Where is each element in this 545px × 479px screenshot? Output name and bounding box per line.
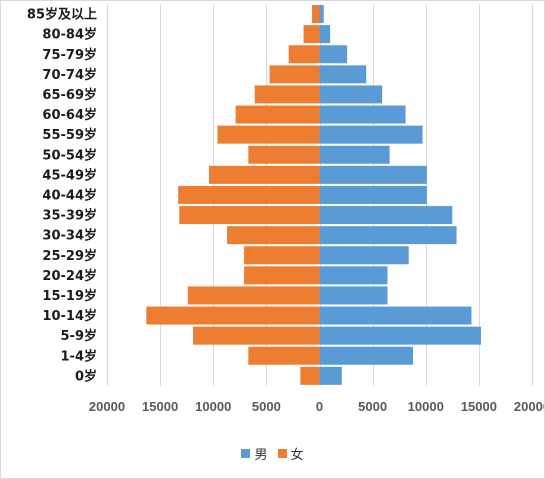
x-tick-label-1: 15000: [142, 399, 178, 414]
category-label-10: 45-49岁: [42, 167, 97, 183]
bar-male-2: [319, 326, 481, 345]
bar-female-17: [303, 25, 320, 44]
bar-female-10: [209, 165, 320, 184]
bar-male-8: [319, 206, 453, 225]
category-label-1: 1-4岁: [61, 348, 98, 364]
bar-female-18: [312, 5, 320, 24]
x-tick-label-0: 20000: [89, 399, 125, 414]
bar-male-13: [319, 105, 406, 124]
category-label-15: 70-74岁: [42, 67, 97, 83]
bar-male-10: [319, 165, 427, 184]
category-label-0: 0岁: [75, 368, 97, 384]
bar-female-16: [288, 45, 320, 64]
bar-female-0: [300, 366, 320, 385]
bar-female-5: [244, 266, 320, 285]
category-label-14: 65-69岁: [42, 87, 97, 103]
bar-female-1: [248, 346, 320, 365]
x-axis-tick-labels: 20000 15000 10000 5000 0 5000 10000 15000 20000: [89, 399, 544, 414]
bar-female-7: [227, 226, 320, 245]
legend-swatch-male: [241, 449, 251, 458]
category-label-7: 30-34岁: [42, 228, 97, 244]
bar-male-16: [319, 45, 348, 64]
bar-female-2: [193, 326, 320, 345]
category-label-9: 40-44岁: [42, 187, 97, 203]
bar-male-4: [319, 286, 388, 305]
bar-male-9: [319, 185, 427, 204]
bar-male-18: [319, 5, 324, 24]
bar-male-15: [319, 65, 367, 84]
bar-male-3: [319, 306, 472, 325]
bar-female-6: [244, 246, 320, 265]
bar-male-0: [319, 366, 342, 385]
category-label-11: 50-54岁: [42, 147, 97, 163]
category-labels: 0岁 1-4岁 5-9岁 10-14岁 15-19岁 20-24岁 25-29岁 30-34岁…: [27, 7, 97, 385]
category-label-13: 60-64岁: [42, 107, 97, 123]
bar-male-12: [319, 125, 423, 144]
bar-layer: [146, 5, 481, 385]
bar-male-1: [319, 346, 413, 365]
x-tick-label-4: 0: [316, 399, 323, 414]
x-tick-label-3: 5000: [252, 399, 281, 414]
x-tick-label-5: 5000: [358, 399, 387, 414]
legend-swatch-female: [277, 449, 287, 458]
bar-female-11: [248, 145, 320, 164]
category-label-12: 55-59岁: [42, 127, 97, 143]
bar-female-14: [254, 85, 320, 104]
bar-male-5: [319, 266, 388, 285]
category-label-5: 20-24岁: [42, 268, 97, 284]
legend-item-female: 女: [277, 444, 304, 463]
bar-female-15: [269, 65, 320, 84]
category-label-18: 85岁及以上: [27, 7, 97, 23]
legend-label-male: 男: [254, 448, 268, 463]
category-label-17: 80-84岁: [42, 27, 97, 43]
bar-female-8: [179, 206, 320, 225]
bar-male-7: [319, 226, 457, 245]
category-label-4: 15-19岁: [42, 288, 97, 304]
bar-male-14: [319, 85, 383, 104]
category-label-16: 75-79岁: [42, 47, 97, 63]
bar-male-11: [319, 145, 390, 164]
bar-female-4: [187, 286, 320, 305]
x-tick-label-6: 10000: [408, 399, 444, 414]
bar-female-12: [217, 125, 320, 144]
bar-female-13: [235, 105, 320, 124]
legend-item-male: 男: [241, 444, 268, 463]
category-label-6: 25-29岁: [42, 248, 97, 264]
x-tick-label-8: 20000: [514, 399, 544, 414]
bar-male-17: [319, 25, 331, 44]
legend: 男 女: [1, 444, 544, 463]
category-label-8: 35-39岁: [42, 208, 97, 224]
bar-female-9: [178, 185, 320, 204]
bar-female-3: [146, 306, 320, 325]
category-label-2: 5-9岁: [61, 328, 98, 344]
legend-label-female: 女: [290, 448, 304, 463]
category-label-3: 10-14岁: [42, 308, 97, 324]
x-tick-label-2: 10000: [195, 399, 231, 414]
x-tick-label-7: 15000: [461, 399, 497, 414]
bar-male-6: [319, 246, 409, 265]
